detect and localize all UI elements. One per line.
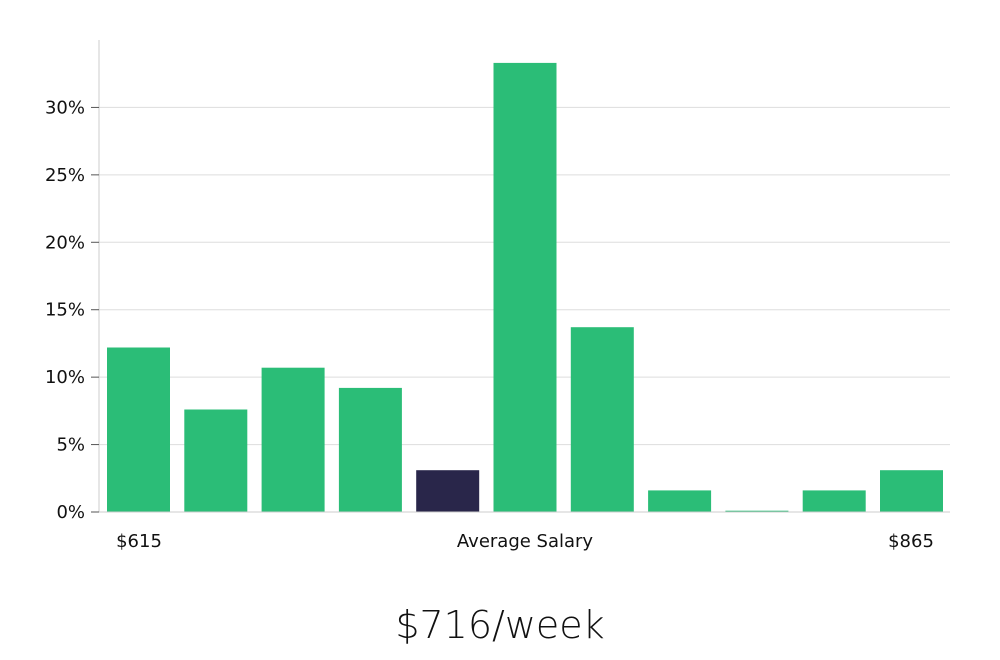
y-tick-label: 5% bbox=[56, 435, 85, 456]
bar bbox=[338, 387, 402, 512]
bar bbox=[802, 490, 866, 512]
y-tick-label: 0% bbox=[56, 502, 85, 523]
bars bbox=[107, 62, 943, 513]
y-tick-label: 25% bbox=[45, 165, 85, 186]
y-tick-label: 10% bbox=[45, 367, 85, 388]
y-tick-label: 30% bbox=[45, 97, 85, 118]
x-label-min: $615 bbox=[116, 531, 162, 552]
bar bbox=[107, 347, 170, 512]
x-label-average: Average Salary bbox=[457, 531, 594, 552]
y-tick-label: 15% bbox=[45, 300, 85, 321]
bar bbox=[725, 510, 789, 512]
x-label-max: $865 bbox=[888, 531, 934, 552]
average-salary-value: $716/week bbox=[395, 603, 605, 647]
bar bbox=[493, 62, 557, 513]
bar bbox=[261, 367, 325, 512]
y-axis-ticks: 0% 5% 10% 15% 20% 25% 30% bbox=[45, 97, 99, 523]
y-tick-label: 20% bbox=[45, 232, 85, 253]
bar bbox=[570, 327, 634, 512]
bar bbox=[880, 470, 943, 512]
bar bbox=[648, 490, 712, 512]
bar-highlight bbox=[416, 470, 480, 512]
bar bbox=[184, 409, 248, 512]
salary-histogram: 0%5%10%15%20%25%30% $615 Average Salary … bbox=[45, 40, 950, 552]
